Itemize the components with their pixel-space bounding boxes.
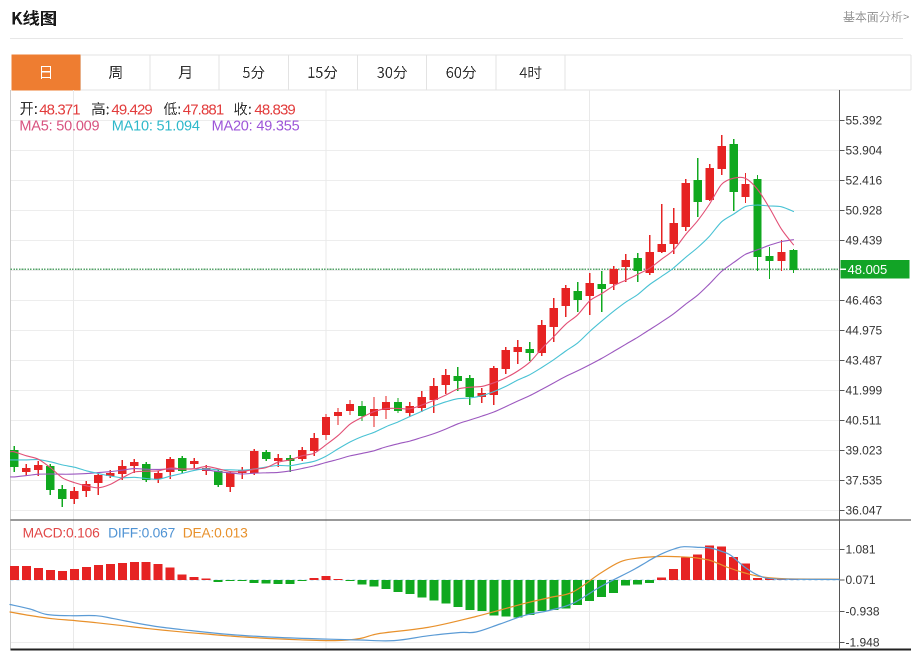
svg-text:52.416: 52.416 — [846, 174, 883, 188]
svg-text:0.071: 0.071 — [846, 573, 876, 587]
svg-text:39.023: 39.023 — [846, 444, 883, 458]
svg-text:-0.938: -0.938 — [846, 605, 880, 619]
svg-text:MACD:0.106: MACD:0.106 — [23, 526, 101, 541]
svg-text:MA10: 51.094: MA10: 51.094 — [112, 119, 200, 135]
svg-text:40.511: 40.511 — [846, 414, 882, 428]
svg-text:49.439: 49.439 — [846, 234, 883, 248]
svg-text:48.005: 48.005 — [848, 262, 888, 277]
svg-text:49.429: 49.429 — [111, 101, 152, 118]
svg-text:55.392: 55.392 — [846, 114, 883, 128]
svg-text:48.371: 48.371 — [39, 101, 80, 118]
svg-text:MA20: 49.355: MA20: 49.355 — [212, 119, 300, 135]
svg-text:DIFF:0.067: DIFF:0.067 — [108, 526, 175, 541]
svg-text:DEA:0.013: DEA:0.013 — [183, 526, 248, 541]
svg-text:-1.948: -1.948 — [846, 636, 880, 650]
svg-text:41.999: 41.999 — [846, 384, 883, 398]
svg-text:53.904: 53.904 — [846, 144, 883, 158]
svg-text:46.463: 46.463 — [846, 294, 883, 308]
svg-text:37.535: 37.535 — [846, 474, 883, 488]
svg-text:48.839: 48.839 — [254, 101, 295, 118]
svg-text:1.081: 1.081 — [846, 543, 876, 557]
svg-text:36.047: 36.047 — [846, 504, 883, 518]
svg-text:47.881: 47.881 — [183, 101, 224, 118]
svg-text:43.487: 43.487 — [846, 354, 883, 368]
svg-text:50.928: 50.928 — [846, 204, 883, 218]
svg-text:44.975: 44.975 — [846, 324, 883, 338]
svg-text:MA5: 50.009: MA5: 50.009 — [19, 119, 99, 135]
